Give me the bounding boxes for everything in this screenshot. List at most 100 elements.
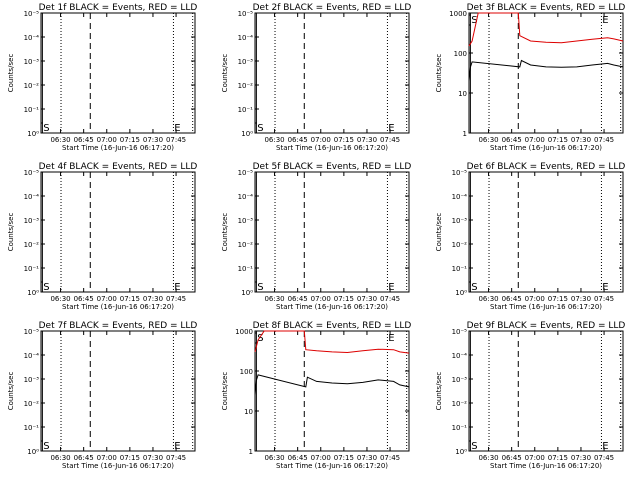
y-tick-label: 10⁻⁴ <box>238 193 254 201</box>
y-tick-label: 10⁻³ <box>24 217 40 225</box>
y-tick-label: 10⁻¹ <box>452 265 468 273</box>
detector-panel: Det 8f BLACK = Events, RED = LLD 1 10 100 10… <box>221 321 411 470</box>
y-tick-label: 10⁻⁴ <box>24 34 40 42</box>
x-tick-label: 06:30 <box>264 136 284 144</box>
x-axis-label: Start Time (16-Jun-16 06:17:20) <box>276 144 388 152</box>
x-tick-label: 06:45 <box>502 136 522 144</box>
y-tick-label: 1 <box>463 130 467 138</box>
y-tick-label: 10 <box>244 408 253 416</box>
x-tick-label: 07:45 <box>594 295 614 303</box>
y-tick-label: 10⁻⁵ <box>452 328 468 336</box>
x-tick-label: 07:30 <box>143 136 163 144</box>
y-tick-label: 10⁻⁴ <box>24 193 40 201</box>
detector-panel: Det 5f BLACK = Events, RED = LLD 10⁰ 10⁻¹ 1… <box>221 162 411 311</box>
x-tick-label: 06:45 <box>502 454 522 462</box>
start-marker: S <box>471 15 477 26</box>
plot-frame <box>254 12 410 134</box>
y-tick-label: 100 <box>240 368 253 376</box>
panel-title: Det 4f BLACK = Events, RED = LLD <box>39 162 198 172</box>
y-tick-label: 10⁻¹ <box>24 106 40 114</box>
detector-panel: Det 6f BLACK = Events, RED = LLD 10⁰ 10⁻¹ 1… <box>435 162 625 311</box>
x-axis-label: Start Time (16-Jun-16 06:17:20) <box>490 144 602 152</box>
panel-title: Det 1f BLACK = Events, RED = LLD <box>39 3 198 13</box>
x-axis-label: Start Time (16-Jun-16 06:17:20) <box>490 462 602 470</box>
detector-panel: Det 1f BLACK = Events, RED = LLD 10⁰ 10⁻¹ 1… <box>7 3 197 152</box>
y-tick-label: 10⁻⁵ <box>24 169 40 177</box>
events-series-line <box>468 59 624 82</box>
x-tick-label: 07:30 <box>143 295 163 303</box>
y-axis-label: Counts/sec <box>221 54 229 93</box>
panel-title: Det 6f BLACK = Events, RED = LLD <box>467 162 626 172</box>
x-tick-label: 06:30 <box>50 136 70 144</box>
x-tick-label: 07:15 <box>548 136 568 144</box>
x-tick-label: 06:30 <box>478 454 498 462</box>
y-tick-label: 10⁻² <box>452 241 468 249</box>
end-marker: E <box>602 441 608 452</box>
plot-frame <box>468 171 624 293</box>
y-tick-label: 10⁻¹ <box>452 424 468 432</box>
start-marker: S <box>257 123 263 134</box>
y-tick-label: 10⁻⁴ <box>452 193 468 201</box>
y-tick-label: 10⁻⁵ <box>238 10 254 18</box>
y-tick-label: 1000 <box>449 10 467 18</box>
y-tick-label: 10⁻³ <box>238 58 254 66</box>
start-marker: S <box>257 333 263 344</box>
y-axis-label: Counts/sec <box>435 372 443 411</box>
x-tick-label: 07:00 <box>311 454 331 462</box>
end-marker: E <box>602 15 608 26</box>
events-series-line <box>254 374 410 396</box>
start-marker: S <box>43 282 49 293</box>
end-marker: E <box>174 441 180 452</box>
y-tick-label: 10⁻² <box>24 400 40 408</box>
x-tick-label: 06:45 <box>288 295 308 303</box>
y-tick-label: 1000 <box>235 328 253 336</box>
x-tick-label: 07:00 <box>311 136 331 144</box>
detector-panel: Det 2f BLACK = Events, RED = LLD 10⁰ 10⁻¹ 1… <box>221 3 411 152</box>
plot-frame <box>40 171 196 293</box>
x-tick-label: 07:30 <box>571 295 591 303</box>
x-axis-label: Start Time (16-Jun-16 06:17:20) <box>62 144 174 152</box>
x-tick-label: 07:30 <box>143 454 163 462</box>
y-tick-label: 10⁻² <box>238 82 254 90</box>
x-tick-label: 06:30 <box>50 295 70 303</box>
x-tick-label: 06:30 <box>478 295 498 303</box>
y-tick-label: 10⁰ <box>455 448 467 456</box>
panel-title: Det 7f BLACK = Events, RED = LLD <box>39 321 198 331</box>
end-marker: E <box>602 282 608 293</box>
x-tick-label: 07:15 <box>120 454 140 462</box>
y-tick-label: 10⁻⁵ <box>452 169 468 177</box>
x-tick-label: 06:45 <box>502 295 522 303</box>
x-tick-label: 07:45 <box>166 136 186 144</box>
panel-title: Det 2f BLACK = Events, RED = LLD <box>253 3 412 13</box>
start-marker: S <box>43 123 49 134</box>
y-tick-label: 1 <box>249 448 253 456</box>
y-tick-label: 10⁻⁴ <box>452 352 468 360</box>
x-tick-label: 07:30 <box>357 136 377 144</box>
y-tick-label: 10⁻³ <box>452 376 468 384</box>
x-tick-label: 06:45 <box>74 295 94 303</box>
x-tick-label: 07:00 <box>525 295 545 303</box>
y-axis-label: Counts/sec <box>7 372 15 411</box>
plot-frame <box>40 12 196 134</box>
y-tick-label: 10⁻³ <box>24 58 40 66</box>
x-tick-label: 07:45 <box>594 136 614 144</box>
x-tick-label: 06:45 <box>288 136 308 144</box>
y-tick-label: 10⁻² <box>452 400 468 408</box>
start-marker: S <box>43 441 49 452</box>
y-tick-label: 10⁰ <box>27 289 39 297</box>
x-tick-label: 06:30 <box>50 454 70 462</box>
y-tick-label: 10⁰ <box>241 289 253 297</box>
end-marker: E <box>388 333 394 344</box>
x-tick-label: 07:15 <box>548 295 568 303</box>
y-tick-label: 10⁰ <box>27 130 39 138</box>
x-tick-label: 07:45 <box>594 454 614 462</box>
x-tick-label: 06:45 <box>74 136 94 144</box>
y-tick-label: 10⁻³ <box>452 217 468 225</box>
y-tick-label: 10⁻¹ <box>238 106 254 114</box>
x-tick-label: 06:30 <box>264 454 284 462</box>
detector-panel: Det 3f BLACK = Events, RED = LLD 1 10 100 10… <box>435 3 625 152</box>
x-tick-label: 06:45 <box>74 454 94 462</box>
detector-panel: Det 4f BLACK = Events, RED = LLD 10⁰ 10⁻¹ 1… <box>7 162 197 311</box>
plot-frame <box>468 12 624 134</box>
